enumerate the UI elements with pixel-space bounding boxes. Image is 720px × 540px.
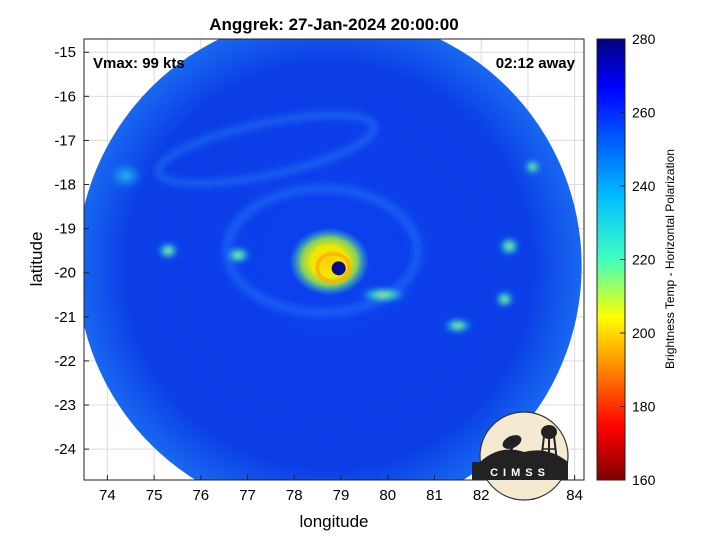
plot-frame bbox=[83, 38, 585, 481]
x-tick-label: 81 bbox=[426, 487, 443, 504]
x-tick-label: 80 bbox=[379, 487, 396, 504]
logo-banner bbox=[472, 462, 568, 480]
x-tick-label: 75 bbox=[146, 487, 163, 504]
x-tick-label: 84 bbox=[566, 487, 583, 504]
northern-rainband bbox=[154, 111, 378, 188]
y-tick-label: -24 bbox=[54, 441, 76, 458]
swath bbox=[84, 39, 582, 480]
chart-title: Anggrek: 27-Jan-2024 20:00:00 bbox=[209, 15, 458, 34]
x-axis-label: longitude bbox=[299, 512, 368, 531]
colorbar-tick-label: 240 bbox=[632, 178, 656, 194]
satellite-dish-icon bbox=[502, 435, 522, 463]
y-tick-label: -18 bbox=[54, 177, 76, 194]
feature-eyewall bbox=[289, 227, 370, 296]
feature-cell-southeast bbox=[495, 291, 514, 308]
y-axis-ticks: -15 -16 -17 -18 -19 -20 -21 -22 -23 -24 bbox=[54, 44, 89, 458]
y-tick-label: -22 bbox=[54, 353, 76, 370]
feature-cloud-northwest bbox=[108, 161, 145, 190]
y-tick-label: -15 bbox=[54, 44, 76, 61]
feature-cell-east bbox=[499, 237, 520, 256]
colorbar-tick-label: 180 bbox=[632, 399, 656, 415]
eyewall-core bbox=[315, 251, 352, 284]
x-tick-label: 79 bbox=[333, 487, 350, 504]
x-tick-label: 76 bbox=[192, 487, 209, 504]
eye-core bbox=[331, 261, 346, 276]
time-offset-annotation: 02:12 away bbox=[496, 55, 576, 72]
feature-cell-northeast bbox=[524, 159, 541, 174]
colorbar-label: Brightness Temp - Horizontal Polarizatio… bbox=[663, 149, 677, 369]
colorbar-tick-label: 160 bbox=[632, 472, 656, 488]
y-tick-label: -17 bbox=[54, 132, 76, 149]
colorbar-tick-label: 200 bbox=[632, 325, 656, 341]
x-tick-label: 78 bbox=[286, 487, 303, 504]
colorbar-tick-label: 280 bbox=[632, 31, 656, 47]
cimss-logo: CIMSS bbox=[472, 411, 569, 501]
y-tick-label: -19 bbox=[54, 221, 76, 238]
y-tick-label: -21 bbox=[54, 309, 76, 326]
outer-rainband bbox=[222, 183, 423, 318]
colorbar-tick-label: 260 bbox=[632, 105, 656, 121]
feature-layer bbox=[108, 111, 541, 333]
colorbar-tick-label: 220 bbox=[632, 252, 656, 268]
vmax-annotation: Vmax: 99 kts bbox=[93, 55, 185, 72]
logo-text: CIMSS bbox=[490, 467, 550, 479]
x-tick-label: 77 bbox=[239, 487, 256, 504]
water-tower-icon bbox=[540, 425, 558, 463]
feature-rainband-south-east bbox=[359, 287, 408, 302]
y-tick-label: -16 bbox=[54, 88, 76, 105]
y-tick-label: -23 bbox=[54, 397, 76, 414]
colorbar-ticks: 280 260 240 220 200 180 160 bbox=[620, 31, 656, 488]
feature-rainband-arc-east bbox=[443, 318, 472, 333]
feature-cell-west bbox=[226, 247, 251, 264]
y-axis-label: latitude bbox=[27, 232, 46, 287]
feature-cell-west-far bbox=[158, 242, 179, 259]
x-tick-label: 74 bbox=[99, 487, 116, 504]
x-tick-label: 82 bbox=[473, 487, 490, 504]
y-tick-label: -20 bbox=[54, 265, 76, 282]
